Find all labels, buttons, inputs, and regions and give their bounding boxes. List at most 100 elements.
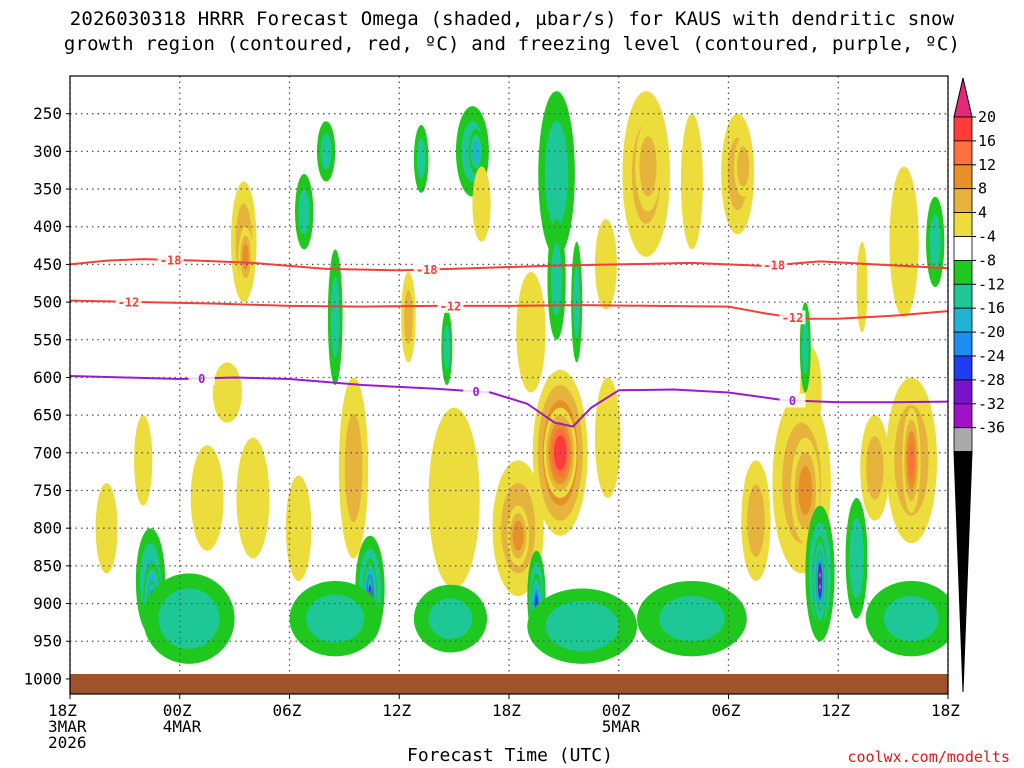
omega-cell-19-0 xyxy=(516,271,546,393)
y-tick-label-450: 450 xyxy=(33,255,62,274)
omega-cell-23-1 xyxy=(330,276,340,358)
colorbar-label-13: -36 xyxy=(978,419,1005,437)
colorbar-label-4: 4 xyxy=(978,204,987,222)
colorbar-label-6: -8 xyxy=(978,251,996,269)
colorbar-segment-9 xyxy=(953,331,973,357)
x-tick-label-18-0: 12Z xyxy=(382,701,411,720)
omega-cell-24-1 xyxy=(443,324,451,370)
omega-cell-39-1 xyxy=(866,436,884,500)
omega-cell-14-1 xyxy=(416,138,426,180)
contour-label-0-2: -18 xyxy=(763,259,785,273)
contour-label-bg-1-2 xyxy=(779,310,806,325)
omega-cell-42-0 xyxy=(236,437,270,559)
y-tick-label-300: 300 xyxy=(33,142,62,161)
colorbar: 20 16 12 8 4 -4 -8 -12 -16 -20 -24 -28 -32 -36 xyxy=(953,77,1005,693)
y-tick-label-800: 800 xyxy=(33,519,62,538)
y-tick-label-850: 850 xyxy=(33,556,62,575)
omega-cell-7-1 xyxy=(639,136,657,197)
omega-cell-45-0 xyxy=(95,482,118,574)
omega-cell-53-1 xyxy=(306,594,365,643)
omega-cell-13-1 xyxy=(320,133,332,170)
x-tick-label-0-1: 3MAR xyxy=(48,717,87,736)
omega-cell-38-3 xyxy=(908,442,915,478)
omega-cell-41-0 xyxy=(134,415,153,506)
omega-cell-5-1 xyxy=(544,121,569,227)
omega-cell-31-2 xyxy=(512,520,524,551)
omega-cell-44-1 xyxy=(344,413,363,523)
omega-cell-26-1 xyxy=(802,320,809,375)
omega-cell-49-1 xyxy=(158,588,220,649)
y-tick-label-400: 400 xyxy=(33,217,62,236)
colorbar-label-5: -4 xyxy=(978,228,996,246)
omega-cell-1-2 xyxy=(242,243,249,270)
colorbar-segment-5 xyxy=(953,236,973,261)
y-tick-label-500: 500 xyxy=(33,293,62,312)
omega-cell-33-0 xyxy=(594,377,621,499)
colorbar-segment-7 xyxy=(953,283,973,309)
contour-label-bg-1-0 xyxy=(115,294,142,309)
plot-area: -18 -18 -18 -12 -12 -12 0 0 0 xyxy=(69,75,949,695)
omega-cell-40-0 xyxy=(190,445,224,551)
omega-cell-16-1 xyxy=(551,243,563,316)
omega-cell-58-1 xyxy=(658,596,725,642)
contour-label-1-1: -12 xyxy=(440,299,462,313)
colorbar-segment-11 xyxy=(953,379,973,405)
x-tick-label-6-1: 4MAR xyxy=(163,717,202,736)
x-tick-label-30-1: 5MAR xyxy=(602,717,641,736)
colorbar-segment-3 xyxy=(953,188,973,213)
omega-cell-11-0 xyxy=(889,166,919,318)
colorbar-label-12: -32 xyxy=(978,395,1005,413)
colorbar-segment-13 xyxy=(953,427,973,453)
x-tick-label-42-0: 12Z xyxy=(821,701,850,720)
colorbar-segment-6 xyxy=(953,259,973,285)
contour-label-2-0: 0 xyxy=(198,372,205,386)
omega-cell-4-2 xyxy=(472,140,480,163)
contour-layer: -18 -18 -18 -12 -12 -12 0 0 0 xyxy=(69,252,949,428)
x-tick-label-0-0: 18Z xyxy=(48,701,77,720)
y-tick-label-650: 650 xyxy=(33,406,62,425)
omega-cell-9-1 xyxy=(737,146,750,187)
y-tick-label-750: 750 xyxy=(33,481,62,500)
y-tick-label-950: 950 xyxy=(33,632,62,651)
omega-cell-27-0 xyxy=(856,241,868,333)
colorbar-label-1: 16 xyxy=(978,132,996,150)
omega-cell-15-1 xyxy=(298,189,310,235)
colorbar-label-10: -24 xyxy=(978,347,1005,365)
y-tick-label-250: 250 xyxy=(33,104,62,123)
y-tick-label-700: 700 xyxy=(33,443,62,462)
omega-cell-62-1 xyxy=(849,518,864,599)
omega-cell-18-0 xyxy=(472,166,491,242)
colorbar-label-8: -16 xyxy=(978,299,1005,317)
omega-cell-61-8 xyxy=(819,576,821,586)
chart-title-line2: growth region (contoured, red, ºC) and f… xyxy=(63,33,961,55)
colorbar-label-0: 20 xyxy=(978,108,996,126)
x-axis-label: Forecast Time (UTC) xyxy=(407,745,613,766)
contour-label-bg-0-1 xyxy=(413,262,440,277)
y-tick-label-600: 600 xyxy=(33,368,62,387)
y-tick-label-550: 550 xyxy=(33,330,62,349)
colorbar-top-arrow xyxy=(953,77,973,118)
colorbar-segment-10 xyxy=(953,355,973,381)
contour-label-bg-1-1 xyxy=(437,298,464,313)
y-tick-label-900: 900 xyxy=(33,594,62,613)
colorbar-segment-4 xyxy=(953,212,973,237)
x-tick-label-0-2: 2026 xyxy=(48,733,87,752)
omega-cell-54-1 xyxy=(428,598,473,639)
omega-cell-43-0 xyxy=(285,475,312,581)
contour-label-2-2: 0 xyxy=(789,394,796,408)
x-tick-label-6-0: 00Z xyxy=(163,701,192,720)
contour-label-bg-0-0 xyxy=(157,252,184,267)
colorbar-label-7: -12 xyxy=(978,275,1005,293)
y-axis: 250 300 350 400 450 500 550 600 650 700 750 800 850 9… xyxy=(23,104,70,688)
x-tick-label-24-0: 18Z xyxy=(492,701,521,720)
omega-cell-10-0 xyxy=(680,113,703,250)
contour-label-1-2: -12 xyxy=(782,311,804,325)
contour-label-bg-2-0 xyxy=(188,371,215,386)
colorbar-label-2: 12 xyxy=(978,156,996,174)
x-tick-label-30-0: 00Z xyxy=(602,701,631,720)
contour-label-2-1: 0 xyxy=(472,385,479,399)
contour-label-0-1: -18 xyxy=(416,263,438,277)
omega-cell-35-2 xyxy=(798,465,813,516)
contour-label-bg-2-2 xyxy=(779,393,806,408)
contour-label-bg-0-2 xyxy=(761,258,788,273)
